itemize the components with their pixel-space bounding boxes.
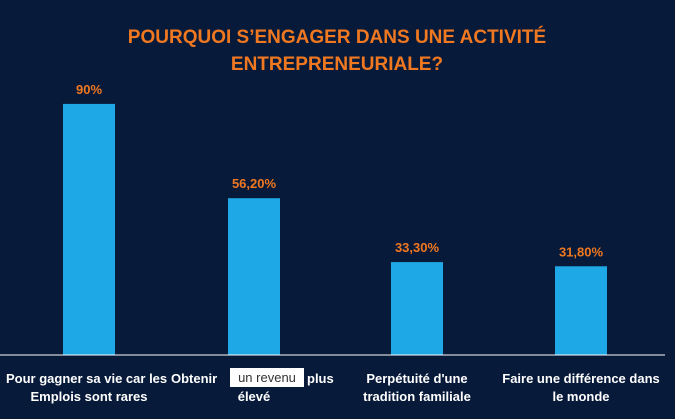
overlay-group: un revenu [230, 368, 304, 387]
category-label-4-line-2: le monde [552, 389, 609, 404]
bar-1 [63, 103, 115, 356]
category-label-1-line-2: Emplois sont rares [30, 389, 147, 404]
category-label-2-line-2: élevé [238, 389, 271, 404]
data-label-4: 31,80% [559, 244, 604, 259]
data-labels-group: 90% 56,20% 33,30% 31,80% [76, 82, 604, 259]
bar-2 [228, 198, 280, 355]
overlay-text: un revenu [238, 370, 296, 385]
category-labels-group: Pour gagner sa vie car les Emplois sont r… [6, 371, 660, 404]
bar-3 [391, 262, 443, 355]
category-label-3-line-2: tradition familiale [363, 389, 471, 404]
data-label-1: 90% [76, 82, 102, 97]
overlay-box [230, 368, 304, 387]
category-label-2-line-1a: Obtenir [171, 371, 217, 386]
data-label-3: 33,30% [395, 240, 440, 255]
category-label-2-line-1b: plus [307, 371, 334, 386]
category-label-1-line-1: Pour gagner sa vie car les [6, 371, 167, 386]
bar-4 [555, 266, 607, 355]
bars-group [63, 103, 607, 356]
data-label-2: 56,20% [232, 176, 277, 191]
chart-title-line-2: ENTREPRENEURIALE? [231, 54, 443, 75]
category-label-4-line-1: Faire une différence dans [502, 371, 660, 386]
chart-title-line-1: POURQUOI S’ENGAGER DANS UNE ACTIVITÉ [128, 26, 546, 48]
category-label-3-line-1: Perpétuité d'une [366, 371, 467, 386]
